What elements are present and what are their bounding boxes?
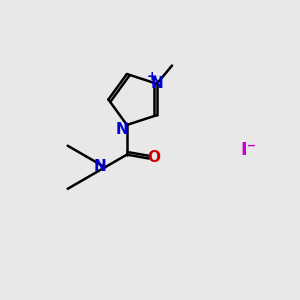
Text: N: N	[116, 122, 129, 137]
Text: I⁻: I⁻	[240, 141, 256, 159]
Text: N: N	[150, 76, 163, 91]
Text: +: +	[147, 70, 158, 83]
Text: O: O	[148, 150, 161, 165]
Text: N: N	[93, 159, 106, 174]
